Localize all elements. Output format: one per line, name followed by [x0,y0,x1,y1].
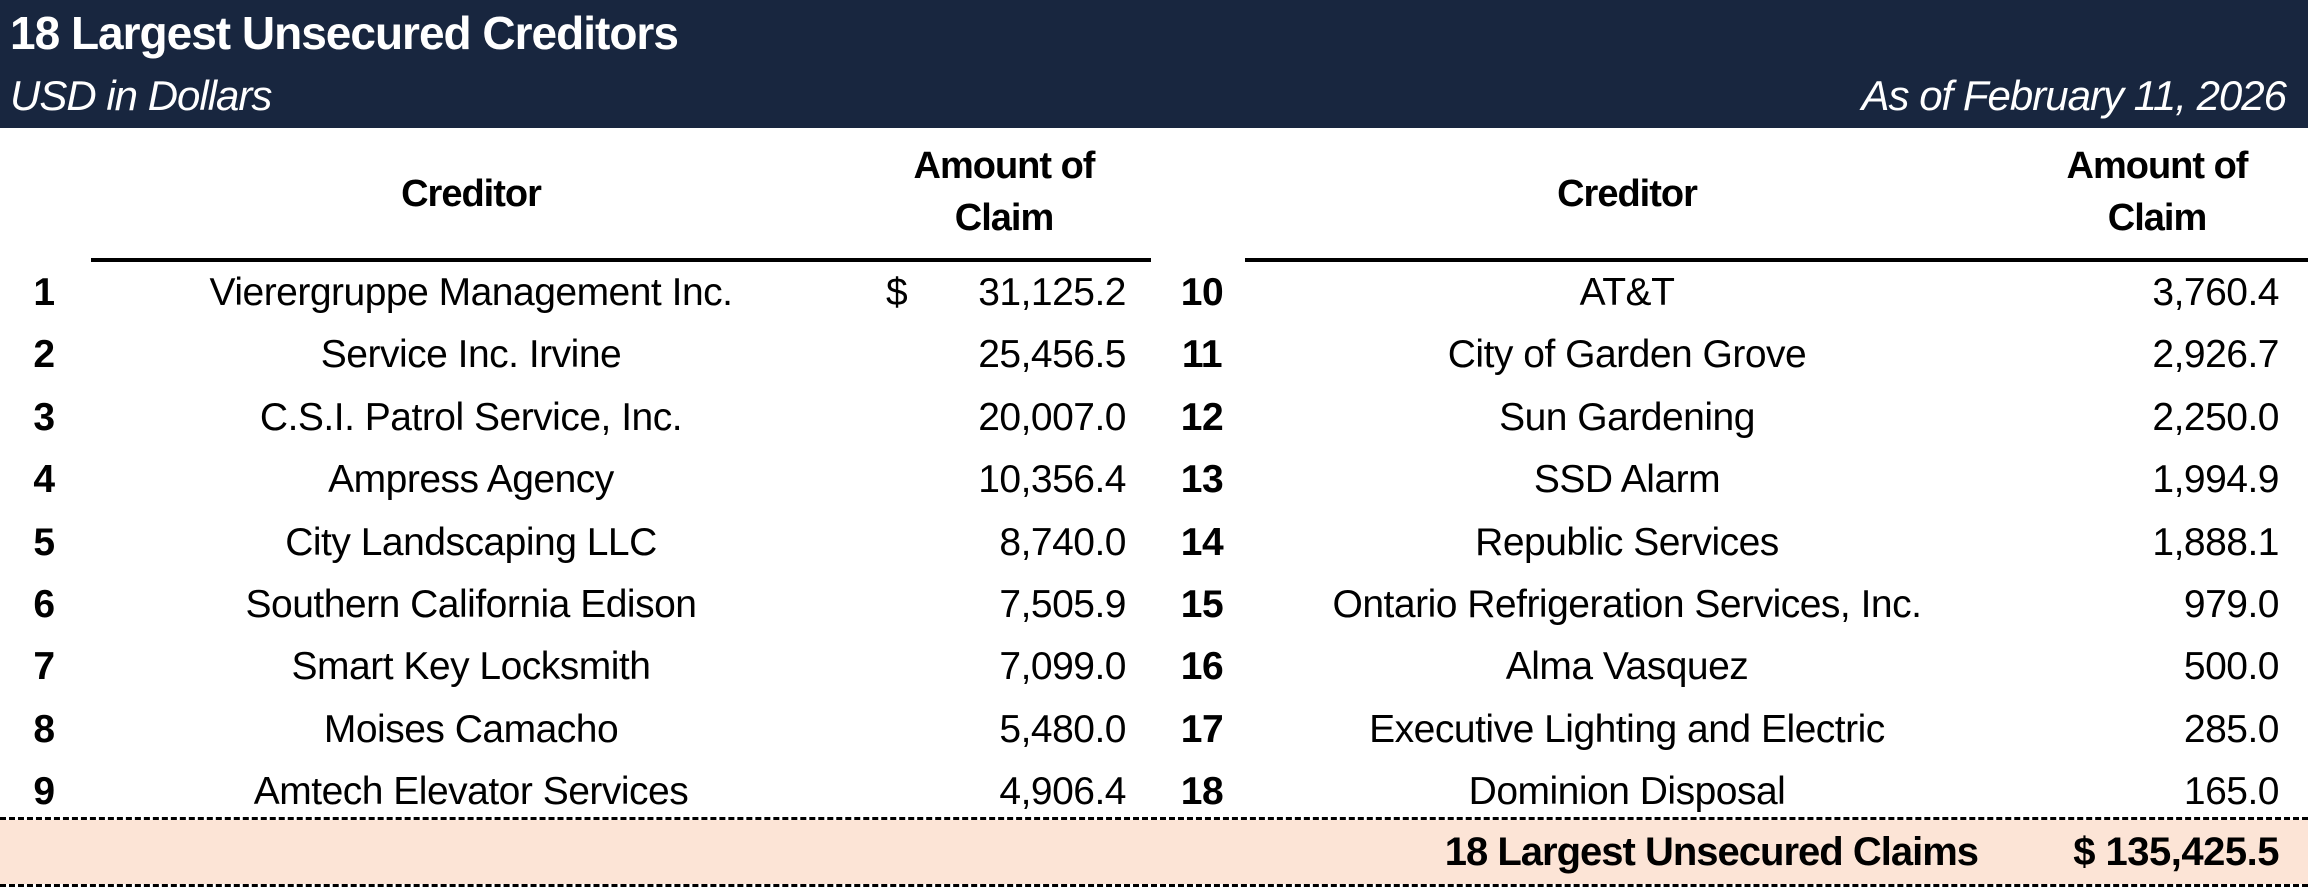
claim-amount: 1,888.1 [2152,520,2279,564]
as-of-date: As of February 11, 2026 [1861,72,2287,119]
creditor-name: Alma Vasquez [1505,645,1749,689]
total-value: $ 135,425.5 [2073,830,2279,874]
row-number: 15 [1180,583,1224,626]
row-number: 17 [1180,707,1224,751]
creditor-name: Amtech Elevator Services [253,770,689,814]
creditor-name: Sun Gardening [1499,395,1755,439]
creditor-name: Ontario Refrigeration Services, Inc. [1332,583,1922,626]
header-rule-right [1245,258,2308,262]
creditor-name: Southern California Edison [245,583,697,626]
creditor-name: SSD Alarm [1533,458,1721,502]
row-number: 13 [1180,458,1224,502]
claim-amount: 3,760.4 [2152,271,2279,314]
claim-amount: 2,250.0 [2152,395,2279,439]
creditor-name: Ampress Agency [328,458,614,502]
row-number: 5 [33,520,55,564]
amount-header-right: Amount of Claim [2066,145,2249,239]
claim-amount: 979.0 [2183,583,2280,626]
total-label: 18 Largest Unsecured Claims [1444,830,1979,874]
claim-amount: 25,456.5 [978,333,1126,377]
creditor-name: Moises Camacho [323,707,619,751]
row-number: 6 [33,583,55,626]
claim-amount: 8,740.0 [999,520,1126,564]
total-row: 18 Largest Unsecured Claims $ 135,425.5 [0,820,2308,884]
creditor-name: Smart Key Locksmith [291,645,651,689]
row-number: 9 [33,770,55,814]
row-number: 10 [1180,271,1224,314]
creditor-header-left: Creditor [401,173,542,215]
claim-amount: 4,906.4 [999,770,1126,814]
claim-amount: 31,125.2 [978,271,1126,314]
claim-amount: 165.0 [2183,770,2280,814]
row-number: 16 [1180,645,1224,689]
creditor-name: Republic Services [1475,520,1779,564]
creditor-name: City of Garden Grove [1447,333,1807,377]
creditor-name: C.S.I. Patrol Service, Inc. [259,395,683,439]
page-title: 18 Largest Unsecured Creditors [10,7,679,59]
claim-amount: 285.0 [2183,707,2280,751]
claim-amount: 500.0 [2183,645,2280,689]
creditor-name: AT&T [1579,271,1675,314]
creditor-name: Executive Lighting and Electric [1369,707,1885,751]
row-number: 1 [33,271,55,314]
header-rule-left [91,258,1151,262]
amount-header-left: Amount of Claim [913,145,1096,239]
row-number: 14 [1180,520,1224,564]
currency-symbol: $ [886,271,908,314]
row-number: 3 [33,395,55,439]
claim-amount: 10,356.4 [978,458,1126,502]
creditor-name: Dominion Disposal [1468,770,1786,814]
creditor-name: City Landscaping LLC [285,520,657,564]
row-number: 7 [33,645,55,689]
row-number: 18 [1180,770,1224,814]
creditor-name: Service Inc. Irvine [320,333,622,377]
row-number: 2 [33,333,55,377]
creditor-name: Vierergruppe Management Inc. [209,271,733,314]
claim-amount: 7,099.0 [999,645,1126,689]
currency-subtitle: USD in Dollars [10,72,272,119]
row-number: 11 [1181,333,1223,377]
row-number: 4 [33,458,55,502]
divider-dashed-top [0,817,2308,820]
row-number: 8 [33,707,55,751]
row-number: 12 [1180,395,1224,439]
claim-amount: 20,007.0 [978,395,1126,439]
claim-amount: 7,505.9 [999,583,1126,626]
claim-amount: 2,926.7 [2152,333,2279,377]
header-banner: 18 Largest Unsecured Creditors USD in Do… [0,0,2308,128]
divider-dashed-bottom [0,884,2308,887]
creditor-header-right: Creditor [1557,173,1698,215]
claim-amount: 1,994.9 [2152,458,2279,502]
claim-amount: 5,480.0 [999,707,1126,751]
